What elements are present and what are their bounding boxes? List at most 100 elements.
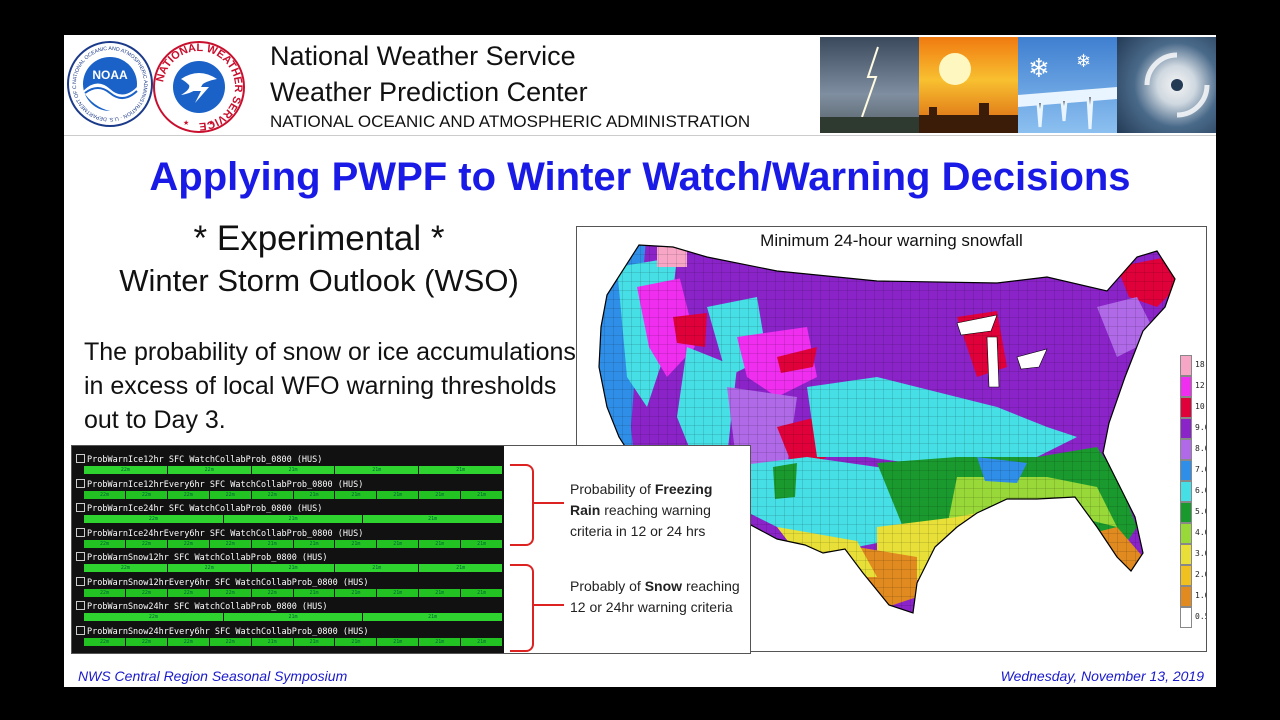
legend-value: 10.0 xyxy=(1195,402,1206,411)
snow-annotation-prefix: Probably of xyxy=(570,578,645,594)
timeline-segment[interactable]: 22m xyxy=(167,637,209,646)
snow-arrow xyxy=(534,604,564,606)
timeline-segment[interactable]: 22m xyxy=(125,637,167,646)
legend-value: 9.0 xyxy=(1195,423,1206,432)
ice-snowflake-image: ❄ ❄ xyxy=(1018,37,1117,133)
product-label: ProbWarnIce12hrEvery6hr SFC WatchCollabP… xyxy=(87,479,364,490)
timeline-segment[interactable]: 21m xyxy=(419,637,461,646)
us-map-graphic xyxy=(598,244,1176,614)
legend-item: 9.0 xyxy=(1180,418,1206,439)
timeline-segment[interactable]: 21m xyxy=(419,564,502,572)
timeline-segment[interactable]: 21m xyxy=(419,466,502,474)
product-checkbox[interactable] xyxy=(76,552,85,561)
timeline-segment[interactable]: 21m xyxy=(335,539,377,548)
timeline-segment[interactable]: 21m xyxy=(251,539,293,548)
timeline-segment[interactable]: 22m xyxy=(84,637,125,646)
timeline-segment[interactable]: 21m xyxy=(461,490,503,499)
timeline-segment[interactable]: 21m xyxy=(335,466,419,474)
timeline-segment[interactable]: 22m xyxy=(84,613,223,621)
product-row[interactable]: ProbWarnIce12hr SFC WatchCollabProb_0800… xyxy=(76,454,502,465)
product-checkbox[interactable] xyxy=(76,527,85,537)
legend-item: 3.0 xyxy=(1180,544,1206,565)
timeline-segment[interactable]: 22m xyxy=(84,466,167,474)
timeline-segment[interactable]: 22m xyxy=(167,588,209,597)
timeline-segment[interactable]: 21m xyxy=(377,539,419,548)
timeline-segment[interactable]: 22m xyxy=(251,588,293,597)
timeline-segment[interactable]: 22m xyxy=(84,539,125,548)
timeline-segment[interactable]: 22m xyxy=(84,515,223,523)
product-timeline-grid: ProbWarnIce12hr SFC WatchCollabProb_0800… xyxy=(72,446,504,653)
timeline-segment[interactable]: 22m xyxy=(167,539,209,548)
product-checkbox[interactable] xyxy=(76,625,85,635)
timeline-segment[interactable]: 21m xyxy=(363,515,503,523)
timeline-segment[interactable]: 21m xyxy=(293,637,335,646)
timeline-segment[interactable]: 21m xyxy=(335,588,377,597)
legend-value: 0.5 xyxy=(1195,612,1206,621)
product-row[interactable]: ProbWarnSnow12hrEvery6hr SFC WatchCollab… xyxy=(76,576,502,588)
product-timeline-bars: 22m 22m 22m 22m 22m 21m 21m 21m 21m 21m xyxy=(84,588,503,597)
timeline-segment[interactable]: 21m xyxy=(251,637,293,646)
slide: NATIONAL OCEANIC AND ATMOSPHERIC ADMINIS… xyxy=(64,35,1216,687)
timeline-segment[interactable]: 21m xyxy=(461,637,503,646)
legend-value: 7.0 xyxy=(1195,465,1206,474)
timeline-segment[interactable]: 21m xyxy=(293,490,335,499)
legend-value: 3.0 xyxy=(1195,549,1206,558)
timeline-segment[interactable]: 21m xyxy=(419,490,461,499)
product-row[interactable]: ProbWarnIce24hr SFC WatchCollabProb_0800… xyxy=(76,503,502,514)
timeline-segment[interactable]: 21m xyxy=(251,564,335,572)
timeline-segment[interactable]: 21m xyxy=(335,490,377,499)
timeline-segment[interactable]: 22m xyxy=(167,564,251,572)
timeline-segment[interactable]: 22m xyxy=(125,539,167,548)
timeline-segment[interactable]: 22m xyxy=(84,588,125,597)
timeline-segment[interactable]: 21m xyxy=(377,637,419,646)
timeline-segment[interactable]: 22m xyxy=(167,490,209,499)
legend-value: 18.0 xyxy=(1195,360,1206,369)
timeline-segment[interactable]: 21m xyxy=(223,515,363,523)
legend-value: 12.0 xyxy=(1195,381,1206,390)
timeline-segment[interactable]: 22m xyxy=(251,490,293,499)
timeline-segment[interactable]: 21m xyxy=(461,539,503,548)
header-parent-agency: NATIONAL OCEANIC AND ATMOSPHERIC ADMINIS… xyxy=(270,112,751,131)
timeline-segment[interactable]: 21m xyxy=(335,637,377,646)
timeline-segment[interactable]: 21m xyxy=(363,613,503,621)
timeline-segment[interactable]: 21m xyxy=(377,588,419,597)
product-row[interactable]: ProbWarnSnow12hr SFC WatchCollabProb_080… xyxy=(76,552,502,563)
timeline-segment[interactable]: 22m xyxy=(125,588,167,597)
timeline-segment[interactable]: 21m xyxy=(335,564,419,572)
timeline-segment[interactable]: 21m xyxy=(461,588,503,597)
footer-date: Wednesday, November 13, 2019 xyxy=(1000,668,1204,684)
timeline-segment[interactable]: 22m xyxy=(209,637,251,646)
product-checkbox[interactable] xyxy=(76,576,85,586)
timeline-segment[interactable]: 21m xyxy=(419,539,461,548)
header-photo-strip: ❄ ❄ xyxy=(820,37,1216,133)
product-row[interactable]: ProbWarnIce24hrEvery6hr SFC WatchCollabP… xyxy=(76,527,502,539)
product-timeline-bars: 22m 21m 21m xyxy=(84,613,503,621)
timeline-segment[interactable]: 21m xyxy=(293,588,335,597)
timeline-segment[interactable]: 22m xyxy=(167,466,251,474)
ice-bracket xyxy=(510,464,534,546)
svg-text:❄: ❄ xyxy=(1028,53,1050,83)
product-checkbox[interactable] xyxy=(76,478,85,488)
timeline-segment[interactable]: 22m xyxy=(84,564,167,572)
timeline-segment[interactable]: 22m xyxy=(209,539,251,548)
timeline-segment[interactable]: 21m xyxy=(377,490,419,499)
svg-text:★: ★ xyxy=(183,119,189,127)
legend-value: 8.0 xyxy=(1195,444,1206,453)
timeline-segment[interactable]: 22m xyxy=(84,490,125,499)
product-row[interactable]: ProbWarnIce12hrEvery6hr SFC WatchCollabP… xyxy=(76,478,502,490)
timeline-segment[interactable]: 21m xyxy=(419,588,461,597)
legend-item: 2.0 xyxy=(1180,565,1206,586)
product-checkbox[interactable] xyxy=(76,601,85,610)
timeline-segment[interactable]: 22m xyxy=(125,490,167,499)
timeline-segment[interactable]: 21m xyxy=(223,613,363,621)
legend-value: 1.0 xyxy=(1195,591,1206,600)
product-row[interactable]: ProbWarnSnow24hr SFC WatchCollabProb_080… xyxy=(76,601,502,612)
timeline-segment[interactable]: 22m xyxy=(209,588,251,597)
snow-annotation-suffix: reaching 12 or 24hr warning criteria xyxy=(570,578,740,615)
timeline-segment[interactable]: 22m xyxy=(209,490,251,499)
product-checkbox[interactable] xyxy=(76,454,85,463)
timeline-segment[interactable]: 21m xyxy=(251,466,335,474)
product-row[interactable]: ProbWarnSnow24hrEvery6hr SFC WatchCollab… xyxy=(76,625,502,637)
product-checkbox[interactable] xyxy=(76,503,85,512)
timeline-segment[interactable]: 21m xyxy=(293,539,335,548)
